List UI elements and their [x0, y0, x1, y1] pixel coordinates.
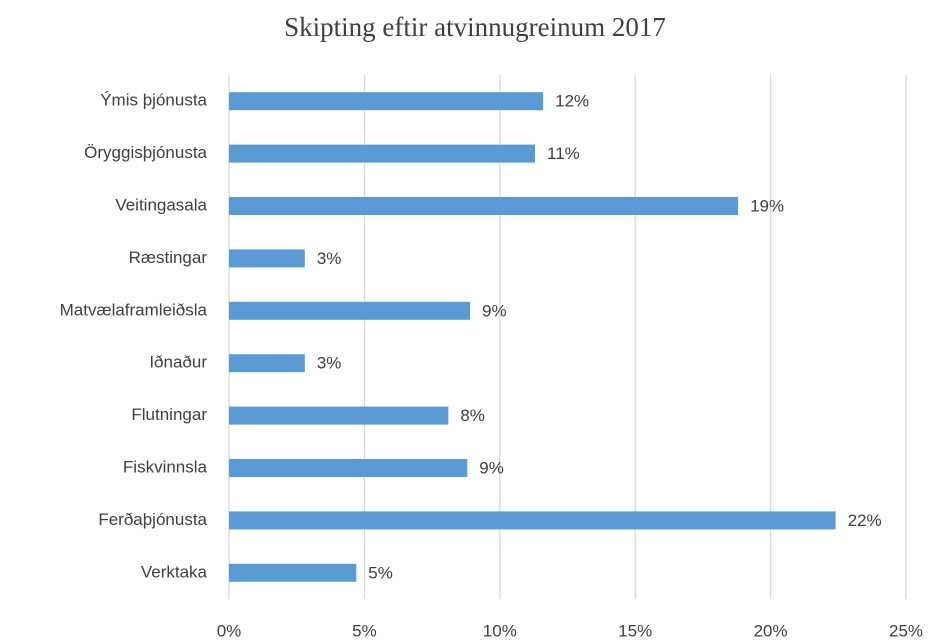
y-tick-label: Fiskvinnsla — [123, 457, 208, 476]
bar — [229, 144, 536, 163]
y-tick-label: Matvælaframleiðsla — [60, 300, 208, 319]
x-tick-label: 10% — [483, 621, 517, 640]
data-label: 9% — [482, 301, 507, 320]
y-tick-label: Veitingasala — [115, 195, 207, 214]
bar — [229, 459, 468, 477]
y-tick-label: Verktaka — [141, 562, 208, 581]
y-tick-label: Öryggisþjónusta — [84, 143, 207, 162]
data-label: 11% — [547, 144, 580, 163]
bar — [229, 92, 544, 111]
data-label: 19% — [750, 196, 784, 215]
bar — [229, 563, 357, 582]
bar — [229, 406, 449, 425]
x-tick-label: 20% — [754, 621, 788, 640]
y-tick-label: Ræstingar — [129, 248, 208, 267]
data-label: 12% — [555, 92, 589, 111]
x-tick-label: 25% — [889, 621, 923, 640]
y-tick-label: Iðnaður — [149, 353, 207, 372]
data-label: 3% — [317, 249, 342, 268]
x-tick-label: 0% — [217, 621, 242, 640]
bar — [229, 249, 305, 268]
bar — [229, 197, 739, 215]
data-label: 8% — [460, 406, 485, 425]
bar — [229, 301, 471, 320]
bar — [229, 354, 305, 373]
chart-title: Skipting eftir atvinnugreinum 2017 — [284, 12, 666, 42]
data-label: 5% — [368, 563, 393, 582]
data-label: 9% — [479, 458, 504, 477]
data-label: 22% — [848, 511, 882, 530]
bar — [229, 511, 836, 530]
data-label: 3% — [317, 354, 342, 373]
x-tick-label: 15% — [618, 621, 652, 640]
y-tick-label: Ferðaþjónusta — [98, 510, 207, 529]
y-tick-label: Ýmis þjónusta — [100, 91, 207, 110]
x-tick-label: 5% — [352, 621, 377, 640]
y-tick-label: Flutningar — [131, 405, 207, 424]
